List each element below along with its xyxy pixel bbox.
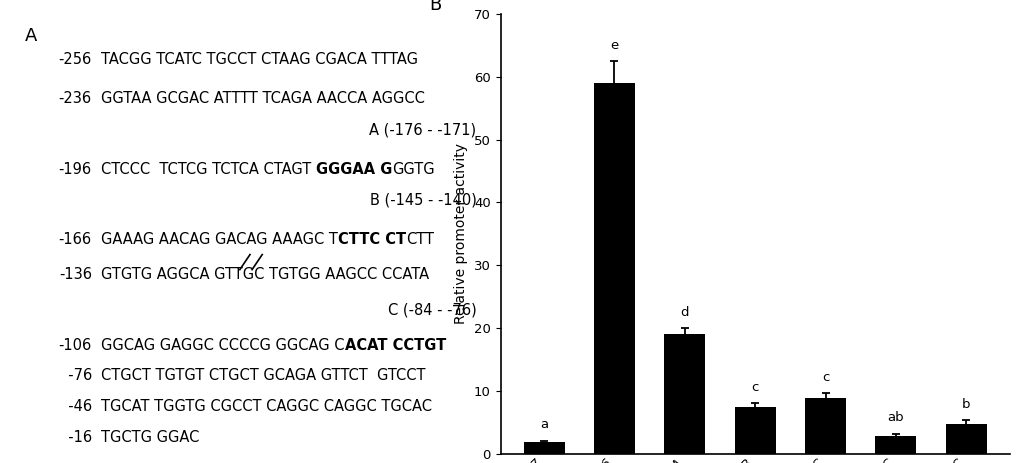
Text: -76: -76 <box>58 369 92 383</box>
Text: TGCAT TGGTG CGCCT CAGGC CAGGC TGCAC: TGCAT TGGTG CGCCT CAGGC CAGGC TGCAC <box>101 399 432 414</box>
Bar <box>945 424 985 454</box>
Bar <box>663 334 704 454</box>
Text: GGTG: GGTG <box>392 162 434 176</box>
Text: A: A <box>25 27 38 45</box>
Y-axis label: Relative promoter activity: Relative promoter activity <box>453 144 468 324</box>
Text: GGGAA G: GGGAA G <box>316 162 392 176</box>
Text: CTGCT TGTGT CTGCT GCAGA GTTCT  GTCCT: CTGCT TGTGT CTGCT GCAGA GTTCT GTCCT <box>101 369 425 383</box>
Bar <box>523 443 564 454</box>
Text: C (-84 - -76): C (-84 - -76) <box>387 302 476 318</box>
Text: -236: -236 <box>59 91 92 106</box>
Text: GGTAA GCGAC ATTTT TCAGA AACCA AGGCC: GGTAA GCGAC ATTTT TCAGA AACCA AGGCC <box>101 91 425 106</box>
Text: B (-145 - -140): B (-145 - -140) <box>369 193 476 207</box>
Text: TACGG TCATC TGCCT CTAAG CGACA TTTAG: TACGG TCATC TGCCT CTAAG CGACA TTTAG <box>101 52 418 67</box>
Bar <box>804 399 845 454</box>
Text: CTCCC  TCTCG TCTCA CTAGT: CTCCC TCTCG TCTCA CTAGT <box>101 162 316 176</box>
Text: -106: -106 <box>58 338 92 353</box>
Text: ab: ab <box>887 411 903 424</box>
Bar <box>593 83 634 454</box>
Text: A (-176 - -171): A (-176 - -171) <box>369 122 476 137</box>
Text: ACAT CCTGT: ACAT CCTGT <box>344 338 445 353</box>
Text: a: a <box>539 418 547 431</box>
Bar <box>734 407 774 454</box>
Text: GAAAG AACAG GACAG AAAGC T: GAAAG AACAG GACAG AAAGC T <box>101 232 337 247</box>
Text: CTTC CT: CTTC CT <box>337 232 406 247</box>
Text: e: e <box>609 38 618 51</box>
Text: GGCAG GAGGC CCCCG GGCAG C: GGCAG GAGGC CCCCG GGCAG C <box>101 338 344 353</box>
Text: TGCTG GGAC: TGCTG GGAC <box>101 430 199 445</box>
Text: GTGTG AGGCA GTTGC TGTGG AAGCC CCATA: GTGTG AGGCA GTTGC TGTGG AAGCC CCATA <box>101 267 429 282</box>
Text: -256: -256 <box>58 52 92 67</box>
Text: -136: -136 <box>59 267 92 282</box>
Text: -16: -16 <box>59 430 92 445</box>
Text: -46: -46 <box>59 399 92 414</box>
Text: B: B <box>429 0 441 14</box>
Text: d: d <box>680 306 689 319</box>
Text: c: c <box>821 371 828 384</box>
Text: CTT: CTT <box>406 232 434 247</box>
Text: c: c <box>751 381 758 394</box>
Text: -196: -196 <box>59 162 92 176</box>
Bar <box>874 436 915 454</box>
Text: b: b <box>961 398 969 411</box>
Text: -166: -166 <box>59 232 92 247</box>
